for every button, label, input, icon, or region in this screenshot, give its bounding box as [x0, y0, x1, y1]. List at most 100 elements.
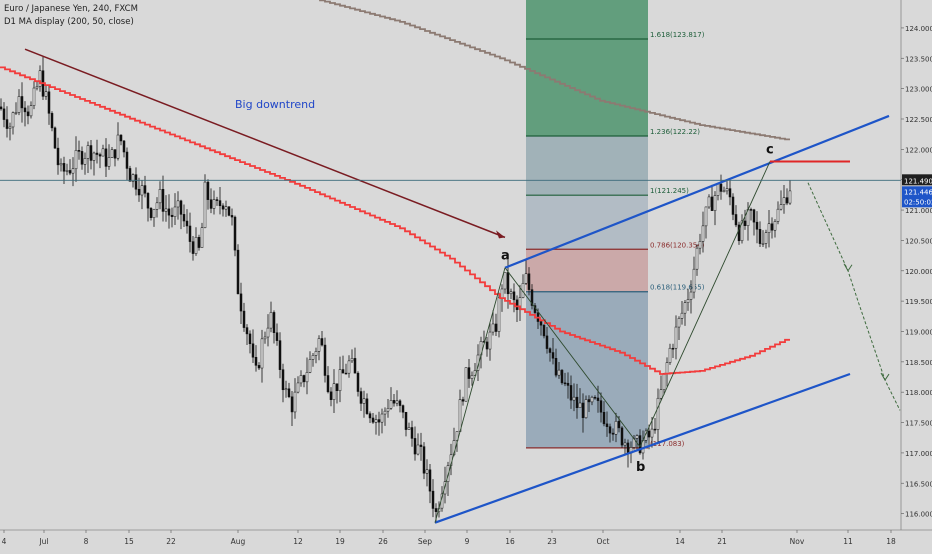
- y-tick-label: 120.500: [905, 237, 932, 245]
- candle-body: [320, 338, 324, 346]
- candle-body: [278, 340, 282, 370]
- candle-body: [107, 157, 111, 167]
- candle-body: [416, 444, 420, 455]
- candle-body: [74, 150, 78, 170]
- wave-line-ab: [504, 267, 641, 448]
- candle-body: [194, 237, 198, 254]
- candle-body: [152, 209, 156, 218]
- y-tick-label: 122.500: [905, 116, 932, 124]
- candle-body: [458, 399, 462, 432]
- candle-body: [551, 352, 555, 359]
- candle-body: [464, 367, 468, 402]
- candle-body: [224, 206, 228, 210]
- candle-body: [209, 199, 213, 209]
- candle-body: [206, 181, 210, 200]
- candle-body: [167, 208, 171, 216]
- current-price-label: 121.446: [904, 188, 932, 196]
- candle-body: [707, 196, 711, 208]
- candle-body: [20, 96, 24, 109]
- candle-body: [398, 400, 402, 406]
- candle-body: [389, 400, 393, 409]
- candle-body: [773, 221, 777, 231]
- candle-body: [374, 419, 378, 423]
- candle-body: [722, 190, 726, 193]
- candle-body: [407, 427, 411, 430]
- candle-body: [725, 188, 729, 192]
- candle-body: [401, 405, 405, 413]
- candle-body: [263, 336, 267, 340]
- fib-level-label: 1.618(123.817): [650, 31, 705, 39]
- candle-body: [608, 426, 612, 434]
- candle-body: [584, 399, 588, 419]
- candle-body: [548, 348, 552, 353]
- candle-body: [290, 396, 294, 413]
- candle-body: [227, 206, 231, 216]
- candle-body: [203, 181, 207, 228]
- candle-body: [671, 347, 675, 350]
- fib-zone-1: [526, 195, 648, 250]
- candle-body: [689, 291, 693, 300]
- candle-body: [233, 216, 237, 251]
- candle-body: [605, 423, 609, 427]
- candle-body: [467, 367, 471, 379]
- downtrend-arrowhead: [496, 230, 505, 239]
- candle-body: [59, 163, 63, 166]
- x-tick-label: 19: [335, 537, 345, 546]
- candle-body: [62, 163, 66, 172]
- candle-body: [86, 145, 90, 159]
- candle-body: [734, 214, 738, 226]
- candle-body: [17, 96, 21, 113]
- y-tick-label: 117.500: [905, 420, 932, 428]
- candle-body: [680, 312, 684, 319]
- candle-body: [77, 150, 81, 152]
- candle-body: [617, 421, 621, 429]
- candle-body: [731, 196, 735, 215]
- time-axis-bg: [0, 530, 932, 550]
- candle-body: [197, 237, 201, 248]
- candle-body: [350, 358, 354, 362]
- candle-body: [428, 469, 432, 492]
- wave-label-b: b: [636, 460, 645, 475]
- candle-body: [50, 113, 54, 129]
- candle-body: [332, 383, 336, 400]
- candle-body: [323, 344, 327, 376]
- candle-body: [353, 358, 357, 374]
- candle-body: [137, 188, 141, 196]
- wave-label-c: c: [766, 142, 774, 157]
- candle-body: [695, 247, 699, 270]
- x-tick-label: 15: [124, 537, 134, 546]
- candle-body: [488, 331, 492, 350]
- candle-body: [683, 302, 687, 314]
- candle-body: [11, 112, 15, 128]
- candle-body: [92, 152, 96, 161]
- candle-body: [53, 127, 57, 149]
- candle-body: [425, 469, 429, 474]
- candle-body: [704, 206, 708, 227]
- candle-body: [455, 431, 459, 441]
- candle-body: [101, 148, 105, 157]
- candle-body: [650, 428, 654, 438]
- candle-body: [128, 168, 132, 182]
- candle-body: [14, 112, 18, 114]
- candle-body: [230, 215, 234, 218]
- candle-body: [377, 419, 381, 423]
- candle-body: [356, 372, 360, 392]
- candle-body: [413, 438, 417, 455]
- candle-body: [47, 91, 51, 114]
- candle-body: [575, 396, 579, 408]
- candle-body: [110, 149, 114, 158]
- candle-body: [65, 170, 69, 172]
- candle-body: [155, 202, 159, 210]
- projection-arrowhead: [880, 372, 890, 381]
- candle-body: [431, 490, 435, 509]
- candle-body: [140, 185, 144, 196]
- candle-body: [737, 224, 741, 242]
- candle-body: [503, 272, 507, 290]
- candle-body: [557, 369, 561, 376]
- candle-body: [335, 383, 339, 392]
- candle-body: [677, 318, 681, 328]
- wave-label-a: a: [501, 249, 510, 264]
- candle-body: [173, 206, 177, 217]
